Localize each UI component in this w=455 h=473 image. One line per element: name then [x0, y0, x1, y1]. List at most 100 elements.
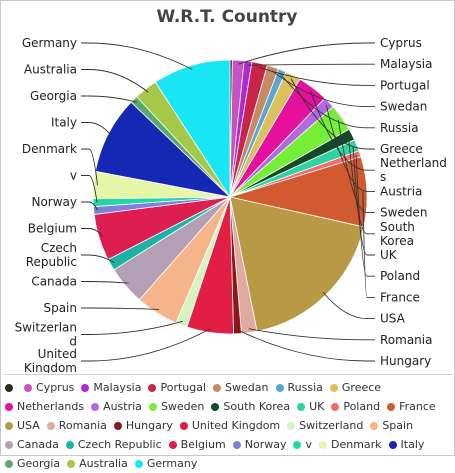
legend-label-2: Malaysia	[93, 381, 142, 394]
legend-swatch-12	[331, 402, 340, 411]
legend-label-5: Russia	[287, 381, 323, 394]
legend-item-28: Australia	[67, 454, 128, 473]
legend-swatch-26	[388, 440, 397, 449]
slice-label-23: Norway	[31, 195, 77, 209]
legend-label-9: Sweden	[160, 400, 205, 413]
legend-item-20: Canada	[5, 435, 59, 454]
leader-line-29	[81, 42, 193, 70]
leader-line-25	[81, 148, 98, 186]
legend-item-2: Malaysia	[81, 378, 141, 397]
legend-label-8: Austria	[103, 400, 142, 413]
legend-swatch-20	[5, 440, 13, 449]
slice-label-27: Georgia	[30, 89, 77, 103]
legend-label-20: Canada	[17, 438, 59, 451]
legend-label-4: Swedan	[225, 381, 269, 394]
legend-swatch-25	[318, 440, 327, 449]
legend-item-7: Netherlands	[5, 397, 84, 416]
legend-item-19: Spain	[370, 416, 413, 435]
leader-line-28	[81, 69, 149, 93]
legend-swatch-19	[370, 421, 379, 430]
slice-label-3: Portugal	[380, 78, 430, 92]
label-leader-lines	[81, 42, 375, 362]
legend-item-11: UK	[297, 397, 324, 416]
legend-label-16: Hungary	[125, 419, 173, 432]
legend-item-1: Cyprus	[24, 378, 74, 397]
legend-label-23: Norway	[244, 438, 287, 451]
legend-swatch-7	[5, 402, 13, 411]
legend-label-15: Romania	[58, 419, 107, 432]
legend-swatch-11	[297, 402, 306, 411]
leader-line-12	[355, 154, 375, 277]
legend-label-21: Czech Republic	[77, 438, 162, 451]
legend-swatch-8	[91, 402, 100, 411]
legend-swatch-10	[211, 402, 220, 411]
leader-line-20	[81, 281, 129, 284]
legend-swatch-13	[387, 402, 396, 411]
legend-label-12: Poland	[343, 400, 381, 413]
pie-chart-svg: W.R.T. Country Cyprus Malaysia Portugal Swe…	[15, 7, 447, 375]
legend-label-24: v	[305, 438, 312, 451]
legend-item-9: Sweden	[148, 397, 205, 416]
pie-slices	[92, 59, 368, 335]
slice-label-6: Greece	[380, 142, 423, 156]
legend-item-29: Germany	[134, 454, 198, 473]
leader-line-13	[362, 191, 375, 298]
legend-item-16: Hungary	[113, 416, 173, 435]
legend-item-6: Greece	[329, 378, 382, 397]
legend-label-22: Belgium	[180, 438, 226, 451]
legend-label-11: UK	[309, 400, 325, 413]
slice-label-24: v	[70, 169, 77, 183]
slice-label-1: Cyprus	[380, 36, 422, 50]
leader-line-9	[337, 119, 375, 214]
legend-label-17: United Kingdom	[191, 419, 281, 432]
legend-item-15: Romania	[46, 416, 107, 435]
leader-line-21	[81, 254, 115, 264]
legend-item-21: Czech Republic	[65, 435, 162, 454]
leader-line-23	[81, 201, 99, 211]
legend-label-14: USA	[17, 419, 40, 432]
legend-item-18: Switzerland	[287, 416, 363, 435]
legend-label-7: Netherlands	[17, 400, 85, 413]
legend-swatch-2	[81, 383, 90, 392]
legend-item-22: Belgium	[168, 435, 226, 454]
legend-swatch-5	[275, 383, 284, 392]
leader-line-27	[81, 95, 137, 103]
leader-line-18	[81, 320, 183, 335]
chart-title: W.R.T. Country	[156, 7, 297, 27]
slice-label-12: Poland	[380, 269, 420, 283]
slice-label-15: Romania	[380, 333, 432, 347]
slice-label-9: Sweden	[380, 206, 427, 220]
legend-swatch-6	[329, 383, 338, 392]
leader-line-2	[247, 63, 375, 66]
legend-swatch-27	[5, 459, 13, 468]
leader-line-19	[81, 307, 159, 310]
slice-label-29: Germany	[22, 36, 77, 50]
legend-item-26: Italy	[388, 435, 424, 454]
leader-line-22	[81, 228, 104, 237]
leader-line-15	[248, 328, 375, 341]
legend-item-25: Denmark	[318, 435, 382, 454]
leader-line-4	[271, 70, 375, 108]
leader-line-1	[237, 42, 375, 65]
legend-swatch-23	[232, 440, 241, 449]
legend-swatch-3	[148, 383, 157, 392]
legend-swatch-21	[65, 440, 74, 449]
slice-label-11: UK	[380, 248, 398, 262]
legend-label-29: Germany	[146, 457, 198, 470]
legend-swatch-24	[293, 440, 302, 449]
legend-item-0	[5, 378, 17, 397]
legend-label-6: Greece	[341, 381, 382, 394]
slice-label-2: Malaysia	[380, 57, 432, 71]
legend-swatch-28	[67, 459, 76, 468]
leader-line-14	[322, 291, 375, 320]
legend-label-25: Denmark	[330, 438, 382, 451]
slice-label-16: Hungary	[380, 354, 431, 368]
legend-swatch-1	[24, 383, 32, 392]
leader-line-6	[290, 78, 375, 150]
legend-swatch-14	[5, 421, 13, 430]
legend-item-27: Georgia	[5, 454, 60, 473]
legend-item-17: United Kingdom	[179, 416, 281, 435]
legend-swatch-0	[5, 383, 13, 392]
legend-label-19: Spain	[382, 419, 414, 432]
